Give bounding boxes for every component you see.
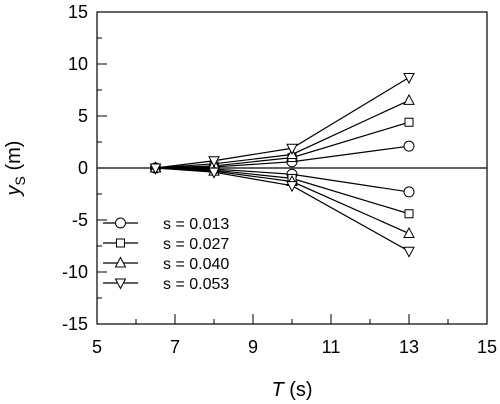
legend-entry: s = 0.040 [103,256,229,273]
y-tick-label: 10 [68,54,88,74]
y-tick-label: 15 [68,2,88,22]
legend-marker-circle [115,217,126,229]
y-axis-unit: (m) [3,141,25,177]
series-line-lower [155,167,410,252]
data-point-triangle-down [208,156,220,168]
x-tick-label: 5 [92,337,102,357]
series-line-upper [155,121,410,169]
series-group [149,73,415,258]
y-axis-subscript: S [12,176,28,185]
axis-ticks: 5 7 9 11 13 15 -15 -10 -5 0 5 10 15 [62,2,497,357]
data-point-circle [403,140,415,152]
data-point-circle [403,186,415,198]
data-point-triangle-down [286,143,298,155]
legend-label: s = 0.013 [163,216,229,233]
series-triangle-down [149,73,415,258]
data-point-square [404,209,414,219]
x-tick-label: 9 [248,337,258,357]
y-tick-label: -10 [62,262,88,282]
x-tick-label: 11 [322,337,341,357]
data-point-triangle-down [149,163,162,175]
data-point-triangle-up [403,226,415,239]
y-tick-label: 0 [78,158,88,178]
y-tick-label: 5 [78,106,88,126]
x-axis-title: T (s) [271,379,312,401]
legend-label: s = 0.040 [163,256,229,273]
legend-label: s = 0.053 [163,276,229,293]
data-point-triangle-down [208,167,220,179]
y-axis-title: yS (m) [3,141,28,198]
x-tick-label: 15 [477,337,497,357]
series-line-lower [155,167,410,215]
x-tick-label: 7 [170,337,180,357]
legend-entry: s = 0.013 [103,216,229,233]
legend-entry: s = 0.053 [103,276,229,293]
data-point-triangle-down [403,246,415,258]
legend-marker-square [116,238,125,248]
data-point-triangle-down [403,73,415,85]
data-point-triangle-down [286,181,298,193]
y-tick-label: -5 [72,210,88,230]
y-axis-variable: y [3,184,25,197]
legend-entry: s = 0.027 [103,236,229,253]
x-axis-variable: T [271,379,285,401]
legend-marker-triangle-down [114,278,127,290]
y-tick-label: -15 [62,314,88,334]
x-tick-label: 13 [399,337,419,357]
legend-marker-triangle-up [114,256,127,268]
legend: s = 0.013 s = 0.027 s = 0.040 s = 0.053 [103,216,229,293]
x-axis-unit: (s) [284,379,313,401]
series-line-upper [155,77,410,169]
data-point-square [404,117,414,127]
series-line-upper [155,99,410,169]
data-point-triangle-up [403,93,415,105]
legend-label: s = 0.027 [163,236,229,253]
plot-frame [96,11,488,325]
